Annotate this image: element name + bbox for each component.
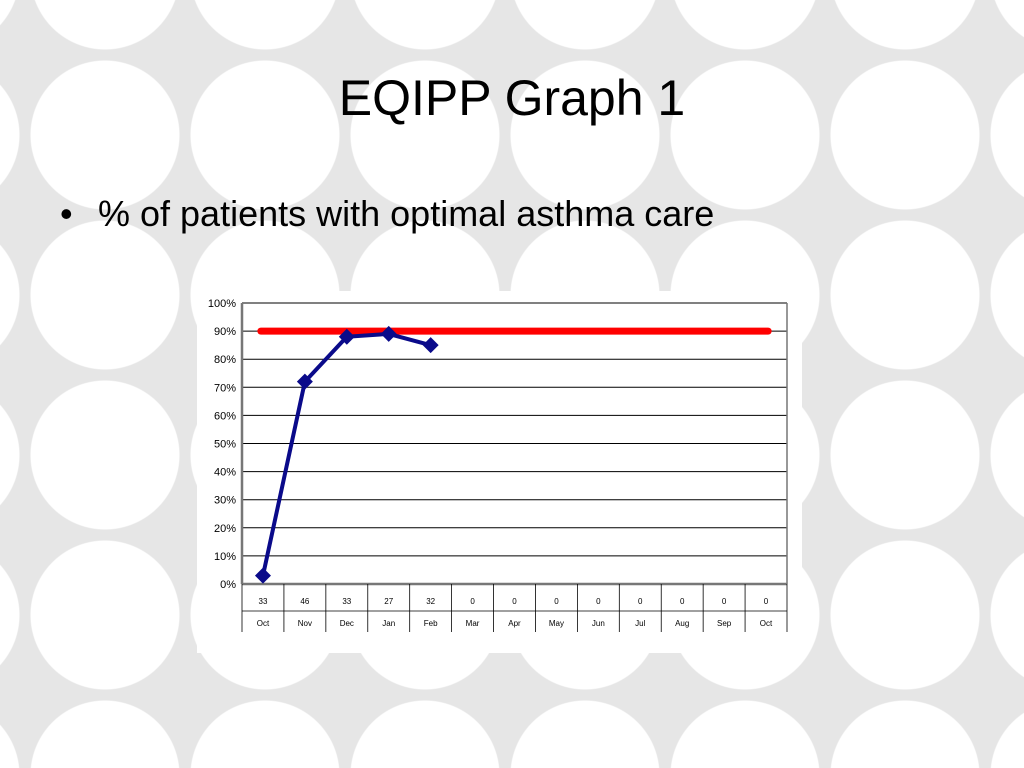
patient-count-label: 0 [764, 597, 769, 606]
y-tick-label: 40% [214, 467, 236, 479]
patient-count-label: 46 [300, 597, 309, 606]
y-tick-label: 50% [214, 439, 236, 451]
y-tick-label: 100% [208, 298, 236, 310]
data-point-diamond [422, 337, 439, 354]
patient-count-label: 0 [680, 597, 685, 606]
y-tick-label: 60% [214, 410, 236, 422]
patient-count-label: 0 [722, 597, 727, 606]
month-label: Jun [592, 619, 605, 628]
month-label: Mar [466, 619, 480, 628]
chart-panel: 0% 10% 20% 30% 40% 50% 60% 70% 80% 90% 100% 33 Oct 46… [197, 291, 802, 653]
patient-count-label: 0 [596, 597, 601, 606]
y-tick-label: 20% [214, 523, 236, 535]
patient-count-label: 33 [342, 597, 351, 606]
y-tick-label: 90% [214, 326, 236, 338]
data-point-diamond [254, 567, 271, 584]
bullet-dot-icon: • [60, 193, 73, 234]
data-line [261, 331, 432, 576]
month-label: May [549, 619, 564, 628]
bullet-text-row: • % of patients with optimal asthma care [60, 190, 714, 238]
month-label: Aug [675, 619, 689, 628]
patient-count-label: 27 [384, 597, 393, 606]
y-tick-label: 10% [214, 551, 236, 563]
month-label: Feb [424, 619, 438, 628]
patient-count-label: 0 [638, 597, 643, 606]
slide-title: EQIPP Graph 1 [338, 70, 686, 126]
patient-count-label: 0 [512, 597, 517, 606]
month-label: Oct [257, 619, 270, 628]
month-label: Nov [298, 619, 312, 628]
month-label: Jul [635, 619, 645, 628]
data-point-diamond [296, 373, 313, 390]
y-tick-label: 0% [220, 579, 236, 591]
y-tick-label: 30% [214, 495, 236, 507]
y-tick-label: 70% [214, 382, 236, 394]
patient-count-label: 0 [554, 597, 559, 606]
patient-count-label: 32 [426, 597, 435, 606]
month-label: Apr [508, 619, 521, 628]
data-point-diamond [338, 328, 355, 345]
line-chart: 0% 10% 20% 30% 40% 50% 60% 70% 80% 90% 100% 33 Oct 46… [208, 298, 788, 632]
bullet-text: % of patients with optimal asthma care [98, 193, 715, 234]
y-tick-label: 80% [214, 354, 236, 366]
month-label: Dec [340, 619, 354, 628]
patient-count-label: 0 [470, 597, 475, 606]
patient-count-label: 33 [259, 597, 268, 606]
month-label: Jan [382, 619, 395, 628]
month-label: Oct [760, 619, 773, 628]
data-point-diamond [380, 325, 397, 342]
month-label: Sep [717, 619, 732, 628]
